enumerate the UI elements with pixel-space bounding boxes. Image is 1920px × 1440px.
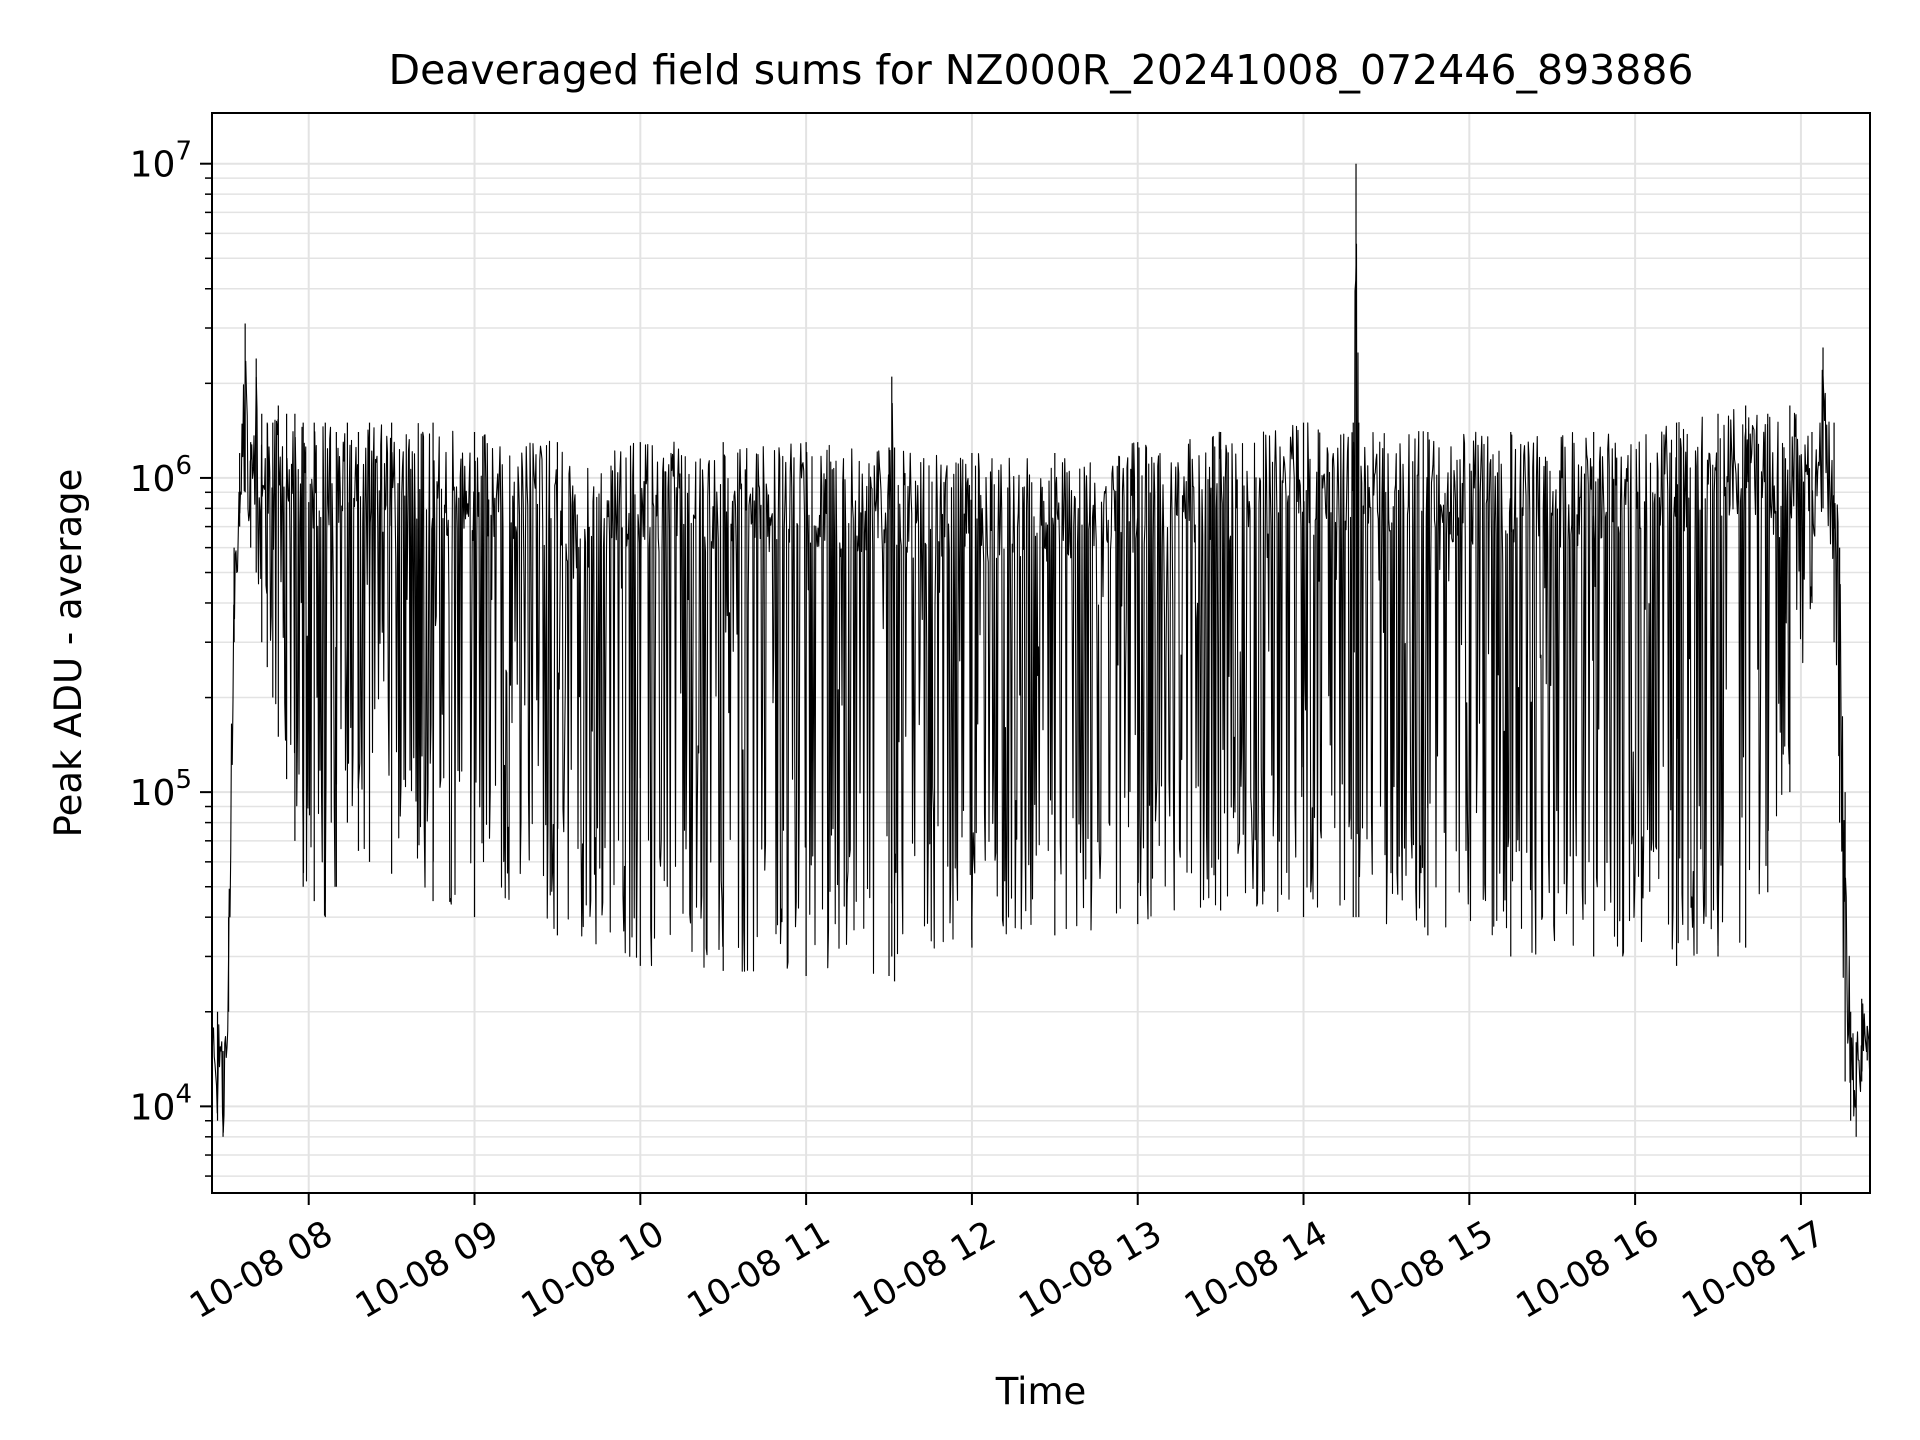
y-tick-label: 106 <box>130 451 192 500</box>
x-tick-label: 10-08 09 <box>349 1214 505 1327</box>
x-tick-label: 10-08 16 <box>1510 1214 1666 1327</box>
chart-title: Deaveraged field sums for NZ000R_2024100… <box>389 46 1694 94</box>
data-layer <box>211 163 1871 1137</box>
x-tick-label: 10-08 08 <box>183 1214 339 1327</box>
x-tick-label: 10-08 14 <box>1178 1214 1334 1327</box>
x-tick-label: 10-08 11 <box>681 1214 837 1327</box>
y-tick-label: 104 <box>130 1079 192 1128</box>
x-tick-label: 10-08 12 <box>847 1214 1003 1327</box>
plot-frame <box>211 112 1871 1194</box>
y-tick-label: 107 <box>130 137 192 186</box>
y-tick-label: 105 <box>130 765 192 814</box>
series-line <box>211 243 1871 1133</box>
x-tick-label: 10-08 13 <box>1012 1214 1168 1327</box>
grid-lines <box>212 113 1870 1193</box>
x-tick-label: 10-08 17 <box>1676 1214 1832 1327</box>
x-axis-label: Time <box>995 1370 1087 1413</box>
x-tick-label: 10-08 10 <box>515 1214 671 1327</box>
x-tick-label: 10-08 15 <box>1344 1214 1500 1327</box>
y-axis-label: Peak ADU - average <box>47 469 90 838</box>
